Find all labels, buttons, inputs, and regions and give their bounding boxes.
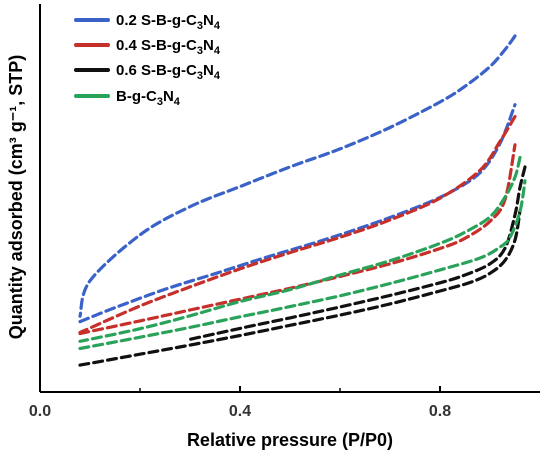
legend-label-subscript: 4 [214, 20, 221, 32]
series-2-adsorption-line [78, 209, 522, 367]
y-axis-label: Quantity adsorbed (cm³ g⁻¹, STP) [6, 55, 26, 340]
legend-label-part: N [203, 37, 214, 54]
legend-label: B-g-C3N4 [116, 88, 181, 108]
legend-label: 0.2 S-B-g-C3N4 [116, 12, 221, 32]
legend-label-subscript: 4 [214, 45, 221, 57]
legend-label-subscript: 4 [214, 70, 221, 82]
legend-label: 0.4 S-B-g-C3N4 [116, 37, 221, 57]
plot-frame [39, 4, 540, 393]
legend-label-part: N [203, 62, 214, 79]
series-1-desorption-line [78, 115, 517, 335]
legend-label-subscript: 3 [157, 96, 163, 108]
isotherm-curves [78, 34, 527, 367]
legend-label-part: N [163, 88, 174, 105]
series-0-adsorption-line [78, 103, 517, 324]
x-tick-label: 0.4 [229, 403, 251, 420]
series-3-desorption-line [78, 155, 522, 343]
series-0-desorption-line [78, 34, 517, 318]
legend-label-subscript: 3 [197, 70, 203, 82]
legend-label-part: 0.6 S-B-g-C [116, 62, 197, 79]
legend-label-part: 0.2 S-B-g-C [116, 12, 197, 29]
x-tick-label: 0.8 [429, 403, 451, 420]
series-2-desorption-line [188, 165, 527, 341]
legend-label: 0.6 S-B-g-C3N4 [116, 62, 221, 82]
legend-label-subscript: 4 [174, 96, 181, 108]
x-tick-label: 0.0 [29, 403, 51, 420]
series-3-adsorption-line [78, 179, 527, 351]
legend-label-part: N [203, 12, 214, 29]
legend-label-subscript: 3 [197, 20, 203, 32]
legend-label-part: B-g-C [116, 88, 157, 105]
legend-label-part: 0.4 S-B-g-C [116, 37, 197, 54]
legend-label-subscript: 3 [197, 45, 203, 57]
series-1-adsorption-line [78, 143, 517, 336]
x-axis-label: Relative pressure (P/P0) [187, 430, 393, 450]
x-axis-ticks: 0.0 0.4 0.8 [29, 386, 451, 420]
